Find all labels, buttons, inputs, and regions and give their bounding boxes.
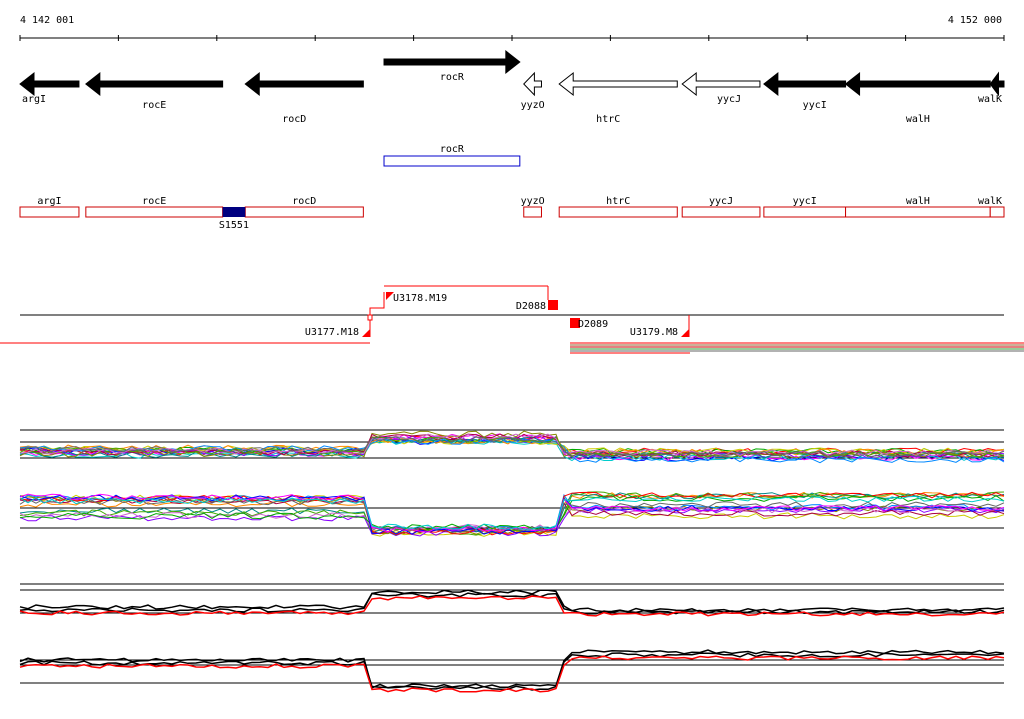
expr-lower-trace-2 bbox=[19, 595, 1005, 617]
gene-arrow-argi bbox=[19, 71, 80, 97]
expression-track-upper bbox=[19, 429, 1005, 537]
u3178-label: U3178.M19 bbox=[393, 293, 447, 304]
gene-label-yyzo: yyzO bbox=[521, 100, 545, 111]
u3177-label: U3177.M18 bbox=[305, 327, 359, 338]
d2089-label: D2089 bbox=[578, 319, 608, 330]
gene-arrow-rocd bbox=[244, 71, 364, 97]
gene-arrow-htrc bbox=[558, 71, 678, 97]
gene-label-rocr: rocR bbox=[440, 72, 465, 83]
expr-upper-trace-14 bbox=[19, 436, 1005, 458]
expr-upper-trace-b-12 bbox=[19, 494, 1004, 535]
gene-arrow-roce bbox=[85, 71, 224, 97]
red-feature-htrc bbox=[558, 206, 678, 218]
red-feature-label-htrc: htrC bbox=[606, 196, 630, 207]
expr-upper-trace-4 bbox=[19, 438, 1005, 462]
u3179-label: U3179.M8 bbox=[630, 327, 678, 338]
red-feature-label-yycj: yycJ bbox=[709, 196, 733, 207]
u3178-bracket bbox=[369, 292, 385, 315]
gene-arrow-walk bbox=[989, 71, 1005, 97]
expression-track-lower bbox=[19, 583, 1005, 693]
red-feature-label-yyzo: yyzO bbox=[521, 196, 545, 207]
red-feature-label-argi: argI bbox=[37, 196, 61, 207]
gene-label-argi: argI bbox=[22, 94, 46, 105]
coordinate-ruler: 4 142 001 4 152 000 bbox=[20, 15, 1004, 39]
gene-arrow-yyzo bbox=[523, 71, 542, 97]
expr-lower-trace-b-0 bbox=[19, 649, 1005, 689]
gene-label-rocd: rocD bbox=[282, 114, 306, 125]
expr-upper-trace-b-14 bbox=[19, 495, 1005, 530]
expr-upper-trace-b-10 bbox=[19, 491, 1005, 536]
red-feature-yycj bbox=[681, 206, 761, 218]
expr-lower-trace-0 bbox=[19, 589, 1005, 613]
red-feature-walk bbox=[989, 206, 1005, 218]
blue-feature-rocr bbox=[383, 155, 521, 167]
ruler-ticks bbox=[19, 35, 1005, 41]
gene-label-walk: walK bbox=[978, 94, 1002, 105]
transcript-track: U3178.M19 D2088 U3177.M18 D2089 U3179.M8 bbox=[0, 285, 1024, 354]
red-feature-track: argI rocE rocD yyzO htrC yycJ yycI walH walK S155… bbox=[19, 196, 1005, 231]
red-feature-label-rocd: rocD bbox=[292, 196, 316, 207]
gene-arrow-rocr bbox=[383, 49, 521, 75]
u3178-flag bbox=[386, 292, 394, 300]
d2088-label: D2088 bbox=[516, 301, 546, 312]
red-feature-yyci bbox=[763, 206, 847, 218]
marker-label-s1551: S1551 bbox=[219, 220, 249, 231]
gene-label-walh: walH bbox=[906, 114, 930, 125]
ruler-end-label: 4 152 000 bbox=[948, 15, 1002, 26]
red-feature-argi bbox=[19, 206, 80, 218]
expr-lower-trace-b-2 bbox=[19, 655, 1005, 693]
expr-upper-trace-6 bbox=[19, 437, 1005, 456]
gene-arrow-walh bbox=[844, 71, 991, 97]
red-feature-label-walk: walK bbox=[978, 196, 1002, 207]
gene-label-roce: rocE bbox=[142, 100, 166, 111]
red-feature-label-yyci: yycI bbox=[793, 196, 817, 207]
expr-lower-trace-1 bbox=[19, 592, 1005, 615]
gene-arrow-yyci bbox=[763, 71, 847, 97]
u3179-flag bbox=[681, 329, 689, 337]
u3177-box bbox=[367, 314, 373, 321]
blue-feature-label-rocr: rocR bbox=[440, 144, 465, 155]
red-feature-rocd bbox=[244, 206, 364, 218]
red-feature-walh bbox=[845, 206, 991, 218]
ruler-start-label: 4 142 001 bbox=[20, 15, 74, 26]
red-feature-label-walh: walH bbox=[906, 196, 930, 207]
red-feature-yyzo bbox=[523, 206, 542, 218]
gene-arrow-track: argI rocE rocD rocR yyzO htrC yycJ yycI walH walK bbox=[19, 49, 1005, 125]
expr-lower-trace-b-1 bbox=[19, 652, 1005, 691]
d2088-flag bbox=[548, 300, 558, 310]
expr-upper-trace-b-7 bbox=[19, 491, 1005, 536]
red-feature-roce bbox=[85, 206, 224, 218]
gene-label-yyci: yycI bbox=[803, 100, 827, 111]
gene-label-htrc: htrC bbox=[596, 114, 620, 125]
marker-s1551 bbox=[222, 207, 246, 217]
gene-label-yycj: yycJ bbox=[717, 94, 741, 105]
gene-arrow-yycj bbox=[681, 71, 761, 97]
u3177-flag bbox=[362, 329, 370, 337]
blue-feature-track: rocR bbox=[383, 144, 521, 167]
red-feature-label-roce: rocE bbox=[142, 196, 166, 207]
d2089-flag bbox=[570, 318, 580, 328]
